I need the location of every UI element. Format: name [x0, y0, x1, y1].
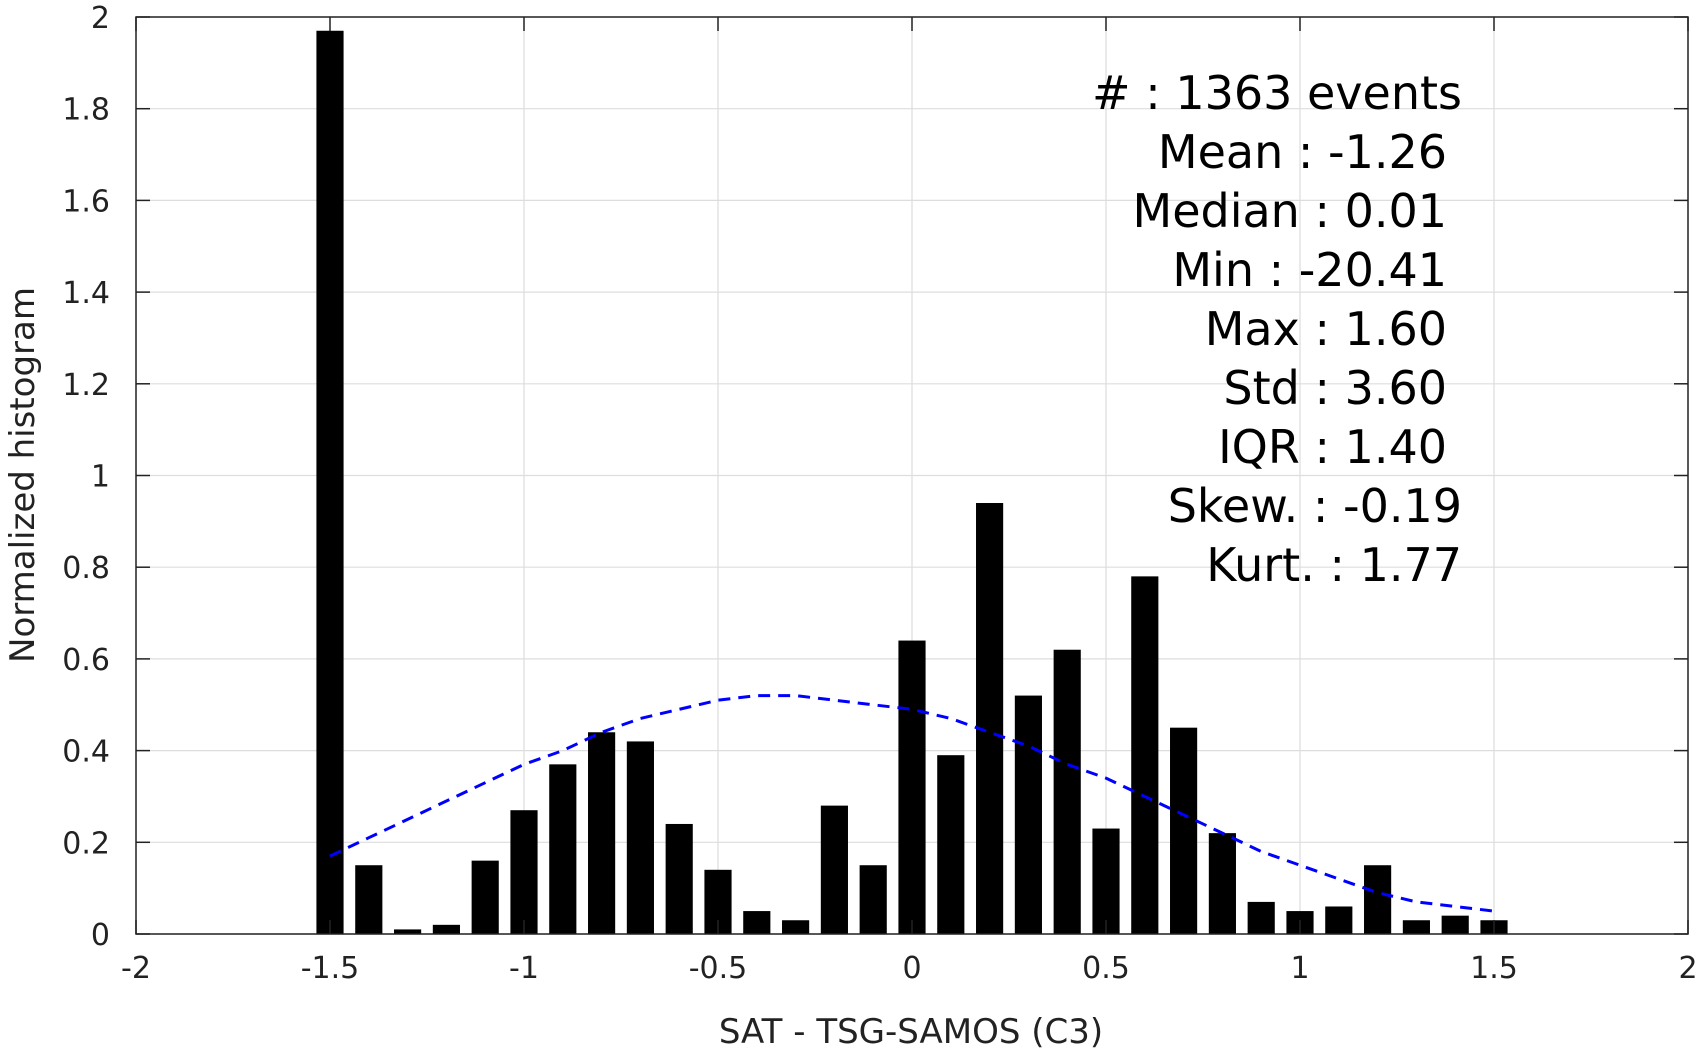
- histogram-bar: [394, 929, 422, 934]
- histogram-bar: [743, 911, 771, 934]
- x-tick-label: -1.5: [301, 951, 360, 986]
- x-tick-label: -0.5: [689, 951, 748, 986]
- histogram-bar: [665, 823, 693, 934]
- histogram-bar: [1131, 576, 1159, 934]
- histogram-bar: [355, 865, 383, 934]
- y-tick-label: 0.8: [62, 551, 110, 586]
- histogram-bar: [1053, 649, 1081, 934]
- y-tick-label: 0.6: [62, 643, 110, 678]
- stat-kurt: Kurt. : 1.77: [1206, 538, 1462, 592]
- stat-median: Median : 0.01: [1133, 184, 1447, 238]
- histogram-bar: [626, 741, 654, 934]
- histogram-bar: [937, 755, 965, 934]
- x-tick-label: -1: [509, 951, 539, 986]
- histogram-bar: [471, 860, 499, 934]
- y-tick-label: 1: [91, 460, 110, 495]
- stat-max: Max : 1.60: [1205, 302, 1447, 356]
- histogram-bar: [1402, 920, 1430, 934]
- y-tick-label: 1.6: [62, 184, 110, 219]
- y-tick-label: 0: [91, 918, 110, 953]
- histogram-bar: [898, 640, 926, 934]
- y-tick-label: 1.4: [62, 276, 110, 311]
- y-tick-label: 0.4: [62, 735, 110, 770]
- stat-min: Min : -20.41: [1172, 243, 1447, 297]
- x-tick-label: -2: [121, 951, 151, 986]
- x-tick-label: 1.5: [1470, 951, 1518, 986]
- stat-iqr: IQR : 1.40: [1218, 420, 1447, 474]
- y-tick-label: 1.2: [62, 368, 110, 403]
- histogram-bar: [1441, 915, 1469, 934]
- stat-std: Std : 3.60: [1223, 361, 1447, 415]
- histogram-bar: [1325, 906, 1353, 934]
- x-tick-label: 2: [1678, 951, 1697, 986]
- histogram-bars: [316, 30, 1508, 934]
- y-tick-label: 1.8: [62, 93, 110, 128]
- histogram-bar: [1247, 901, 1275, 934]
- histogram-bar: [976, 503, 1004, 934]
- histogram-bar: [510, 810, 538, 934]
- histogram-bar: [588, 732, 616, 934]
- statistics-annotation: # : 1363 events Mean : -1.26 Median : 0.…: [1092, 66, 1462, 592]
- x-tick-label: 0.5: [1082, 951, 1130, 986]
- histogram-bar: [1208, 833, 1236, 934]
- plot-border: [135, 16, 1689, 935]
- histogram-bar: [1170, 727, 1198, 934]
- tick-labels: -2 -1.5 -1 -0.5 0 0.5 1 1.5 2 0 0.2 0.4 0.6 0.8 1 1.2 1.…: [62, 1, 1697, 986]
- y-tick-label: 0.2: [62, 826, 110, 861]
- y-tick-label: 2: [91, 1, 110, 36]
- x-tick-label: 0: [902, 951, 921, 986]
- x-tick-label: 1: [1290, 951, 1309, 986]
- histogram-bar: [432, 924, 460, 934]
- x-axis-label: SAT - TSG-SAMOS (C3): [719, 1012, 1103, 1052]
- stat-events: # : 1363 events: [1092, 66, 1462, 120]
- plot-frame: [135, 16, 1689, 935]
- histogram-bar: [1014, 695, 1042, 934]
- histogram-bar: [1092, 828, 1120, 934]
- histogram-bar: [316, 30, 344, 934]
- stat-mean: Mean : -1.26: [1158, 125, 1447, 179]
- histogram-bar: [1364, 865, 1392, 934]
- histogram-bar: [859, 865, 887, 934]
- stat-skew: Skew. : -0.19: [1168, 479, 1462, 533]
- histogram-bar: [549, 764, 577, 934]
- histogram-bar: [782, 920, 810, 934]
- histogram-bar: [820, 805, 848, 934]
- y-axis-label: Normalized histogram: [3, 287, 43, 663]
